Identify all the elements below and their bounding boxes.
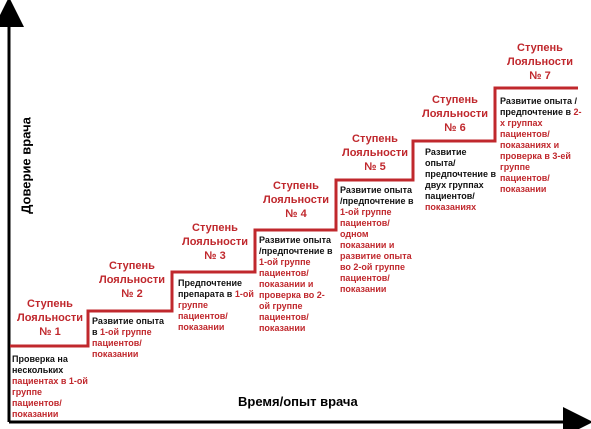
step-3-title: Ступень Лояльности № 3: [182, 222, 248, 262]
step-5-desc: Развитие опыта /предпочтение в 1-ой груп…: [340, 185, 414, 295]
step-4-desc: Развитие опыта /предпочтение в 1-ой груп…: [259, 235, 335, 334]
step-6-desc-segment: Развитие опыта/ предпочтение в двух груп…: [425, 147, 497, 201]
step-2-desc-segment: 1-ой группе пациентов/ показании: [92, 327, 152, 359]
step-1-desc-segment: Проверка на нескольких: [12, 354, 68, 375]
staircase-line: [10, 86, 578, 348]
step-6-desc: Развитие опыта/ предпочтение в двух груп…: [425, 147, 497, 213]
step-4-title: Ступень Лояльности № 4: [263, 180, 329, 220]
step-1-title: Ступень Лояльности № 1: [17, 298, 83, 338]
step-2-title: Ступень Лояльности № 2: [99, 260, 165, 300]
step-4-desc-segment: Развитие опыта /предпочтение в: [259, 235, 333, 256]
step-1-desc: Проверка на нескольких пациентах в 1-ой …: [12, 354, 90, 420]
step-2-desc: Развитие опыта в 1-ой группе пациентов/ …: [92, 316, 170, 360]
y-axis-label: Доверие врача: [18, 117, 34, 214]
step-7-desc-segment: Развитие опыта /предпочтение в: [500, 96, 578, 117]
x-axis-label: Время/опыт врача: [238, 394, 358, 409]
step-5-desc-segment: Развитие опыта /предпочтение в: [340, 185, 414, 206]
step-7-desc-segment: 2-х группах пациентов/ показаниях и пров…: [500, 107, 582, 194]
step-3-desc: Предпочтение препарата в 1-ой группе пац…: [178, 278, 254, 333]
step-6-title: Ступень Лояльности № 6: [422, 94, 488, 134]
step-7-title: Ступень Лояльности № 7: [507, 42, 573, 82]
step-2-desc-segment: Развитие опыта в: [92, 316, 165, 337]
step-5-desc-segment: 1-ой группе пациентов/ одном показании и…: [340, 207, 412, 294]
step-7-desc: Развитие опыта /предпочтение в 2-х групп…: [500, 96, 582, 195]
step-4-desc-segment: 1-ой группе пациентов/ показании и прове…: [259, 257, 325, 333]
step-3-desc-segment: Предпочтение препарата в: [178, 278, 243, 299]
step-3-desc-segment: 1-ой группе пациентов/ показании: [178, 289, 254, 332]
step-5-title: Ступень Лояльности № 5: [342, 133, 408, 173]
step-6-desc-segment: показаниях: [425, 202, 477, 212]
step-1-desc-segment: пациентах в 1-ой группе пациентов/ показ…: [12, 376, 88, 419]
